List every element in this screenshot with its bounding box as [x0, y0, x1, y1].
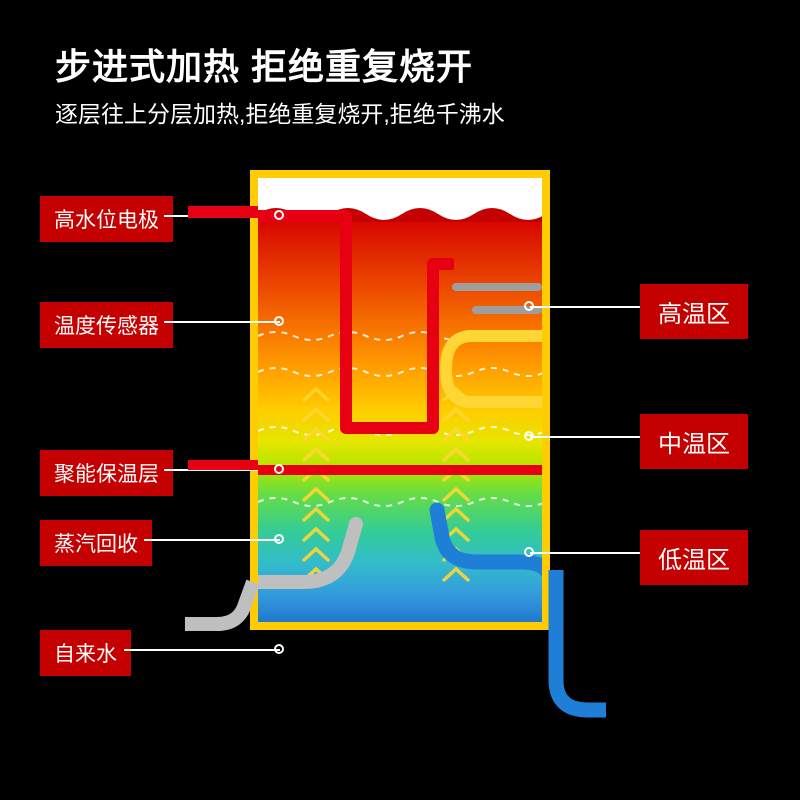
leader-dot	[274, 534, 284, 544]
label-cold: 低温区	[640, 530, 748, 585]
leader-line	[530, 552, 640, 554]
red-insulation-external	[188, 458, 258, 472]
page-subtitle: 逐层往上分层加热,拒绝重复烧开,拒绝千沸水	[55, 95, 505, 129]
label-steam: 蒸汽回收	[40, 520, 152, 566]
label-hot: 高温区	[640, 284, 748, 339]
leader-dot	[524, 431, 534, 441]
label-insulation: 聚能保温层	[40, 450, 173, 496]
leader-line	[530, 306, 640, 308]
label-electrode: 高水位电极	[40, 196, 173, 242]
leader-dot	[274, 464, 284, 474]
leader-dot	[274, 644, 284, 654]
tank-diagram	[250, 170, 550, 630]
leader-dot	[524, 547, 534, 557]
tank-inner	[258, 178, 542, 622]
leader-line	[124, 649, 280, 651]
label-sensor: 温度传感器	[40, 302, 173, 348]
label-tap: 自来水	[40, 630, 131, 676]
leader-dot	[524, 301, 534, 311]
red-tube-external	[188, 204, 258, 220]
steam-pipe-external	[185, 574, 260, 634]
leader-line	[530, 436, 640, 438]
leader-dot	[274, 316, 284, 326]
steam-pipe	[258, 512, 398, 630]
page-title: 步进式加热 拒绝重复烧开	[55, 38, 473, 90]
label-mid: 中温区	[640, 414, 748, 469]
water-pipe-external	[536, 570, 606, 740]
leader-dot	[274, 210, 284, 220]
water-inlet-pipe	[392, 502, 542, 630]
